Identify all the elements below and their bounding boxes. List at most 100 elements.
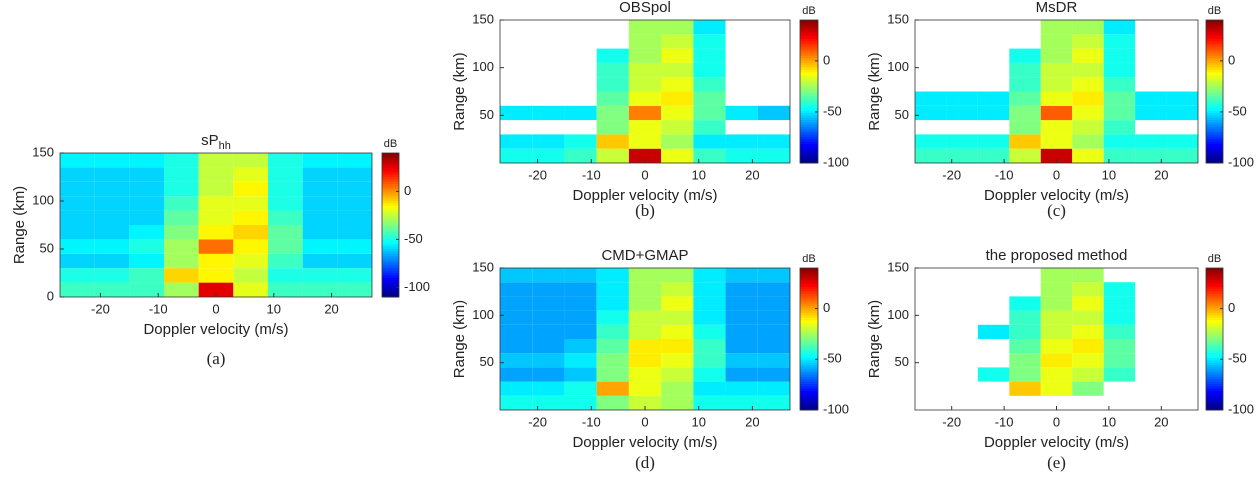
colorbar-segment bbox=[1206, 284, 1223, 288]
colorbar-segment bbox=[382, 292, 399, 296]
y-tick-label: 100 bbox=[472, 307, 494, 322]
heatmap-cell bbox=[1009, 91, 1041, 106]
heatmap-cell bbox=[198, 282, 234, 297]
colorbar-segment bbox=[1206, 50, 1223, 54]
colorbar-segment bbox=[382, 227, 399, 231]
colorbar-segment bbox=[1206, 317, 1223, 321]
x-axis-label: Doppler velocity (m/s) bbox=[984, 187, 1129, 204]
heatmap-cell bbox=[268, 268, 303, 283]
colorbar-segment bbox=[382, 263, 399, 267]
colorbar-segment bbox=[1206, 282, 1223, 286]
heatmap-cell bbox=[661, 339, 694, 354]
heatmap-cell bbox=[302, 253, 338, 269]
heatmap-cell bbox=[233, 196, 268, 211]
heatmap-cell bbox=[757, 310, 790, 325]
heatmap-cell bbox=[268, 167, 303, 182]
heatmap-cell bbox=[596, 48, 629, 63]
heatmap-cell bbox=[1072, 148, 1104, 163]
heatmap-cell bbox=[268, 153, 303, 168]
y-axis-label: Range (km) bbox=[866, 52, 883, 130]
colorbar-segment bbox=[800, 388, 818, 392]
colorbar-segment bbox=[1206, 324, 1223, 328]
colorbar-segment bbox=[1206, 379, 1223, 383]
colorbar-segment bbox=[1206, 41, 1223, 45]
colorbar-segment bbox=[1206, 43, 1223, 47]
heatmap-cell bbox=[94, 225, 130, 240]
heatmap-cell bbox=[661, 148, 694, 163]
colorbar-segment bbox=[382, 162, 399, 166]
heatmap-cell bbox=[757, 105, 790, 121]
heatmap-cell bbox=[564, 367, 597, 382]
heatmap-cell bbox=[1009, 353, 1041, 368]
colorbar-segment bbox=[800, 93, 818, 97]
heatmap-cell bbox=[628, 268, 662, 283]
colorbar-segment bbox=[800, 334, 818, 338]
colorbar-segment bbox=[800, 350, 818, 354]
heatmap-cell bbox=[1072, 134, 1104, 149]
x-tick-label: 10 bbox=[691, 167, 705, 182]
heatmap-cell bbox=[628, 62, 662, 78]
heatmap-cell bbox=[661, 310, 694, 325]
colorbar-segment bbox=[800, 141, 818, 145]
colorbar-segment bbox=[1206, 386, 1223, 390]
colorbar-segment bbox=[1206, 275, 1223, 278]
heatmap-cell bbox=[1009, 367, 1041, 382]
heatmap-cell bbox=[268, 210, 303, 225]
heatmap-cell bbox=[60, 153, 95, 168]
colorbar-segment bbox=[1206, 143, 1223, 147]
colorbar-segment bbox=[800, 343, 818, 347]
heatmap-cell bbox=[693, 353, 726, 368]
heatmap-cell bbox=[757, 339, 790, 354]
heatmap-cell bbox=[198, 181, 234, 197]
colorbar-frame bbox=[381, 152, 400, 298]
colorbar-segment bbox=[800, 86, 818, 90]
heatmap-cell bbox=[757, 367, 790, 382]
colorbar-segment bbox=[1206, 372, 1223, 375]
heatmap-cell bbox=[564, 105, 597, 121]
heatmap-cell bbox=[233, 181, 268, 197]
heatmap-cell bbox=[757, 268, 790, 283]
colorbar-frame bbox=[1205, 267, 1224, 411]
heatmap-cell bbox=[233, 253, 268, 269]
chart-title: OBSpol bbox=[619, 0, 671, 16]
colorbar-segment bbox=[1206, 308, 1223, 312]
heatmap-cell bbox=[1072, 268, 1104, 283]
colorbar-segment bbox=[800, 143, 818, 147]
heatmap-cell bbox=[946, 148, 978, 163]
colorbar-segment bbox=[800, 355, 818, 359]
colorbar-segment bbox=[800, 383, 818, 387]
colorbar-segment bbox=[800, 400, 818, 404]
heatmap-cell bbox=[94, 210, 130, 225]
colorbar-frame bbox=[799, 267, 819, 411]
heatmap-cell bbox=[1009, 381, 1041, 396]
colorbar-segment bbox=[800, 329, 818, 333]
heatmap-cell bbox=[1040, 148, 1073, 163]
colorbar-segment bbox=[800, 327, 818, 331]
colorbar-segment bbox=[800, 341, 818, 345]
heatmap-cell bbox=[198, 268, 234, 283]
heatmap-cell bbox=[60, 282, 95, 297]
colorbar-segment bbox=[382, 273, 399, 276]
x-tick-label: 20 bbox=[1154, 414, 1168, 429]
heatmap-cell bbox=[1072, 120, 1104, 135]
colorbar-segment bbox=[1206, 148, 1223, 152]
x-tick-label: -20 bbox=[528, 167, 547, 182]
x-tick-label: 20 bbox=[324, 301, 338, 316]
heatmap-cell bbox=[1103, 91, 1136, 106]
heatmap-cell bbox=[1072, 353, 1104, 368]
colorbar-label: dB bbox=[802, 253, 815, 265]
heatmap-cell bbox=[1072, 381, 1104, 396]
colorbar-segment bbox=[800, 84, 818, 88]
colorbar-segment bbox=[382, 208, 399, 212]
heatmap-cell bbox=[661, 62, 694, 78]
heatmap-cell bbox=[628, 339, 662, 354]
colorbar-segment bbox=[1206, 388, 1223, 392]
heatmap-cell bbox=[725, 105, 758, 121]
heatmap-cell bbox=[532, 367, 565, 382]
colorbar-segment bbox=[382, 181, 399, 185]
heatmap-cell bbox=[661, 296, 694, 311]
heatmap-cell bbox=[628, 324, 662, 339]
heatmap-cell bbox=[302, 239, 338, 254]
y-tick-label: 150 bbox=[472, 259, 494, 274]
heatmap-cell bbox=[164, 210, 199, 225]
